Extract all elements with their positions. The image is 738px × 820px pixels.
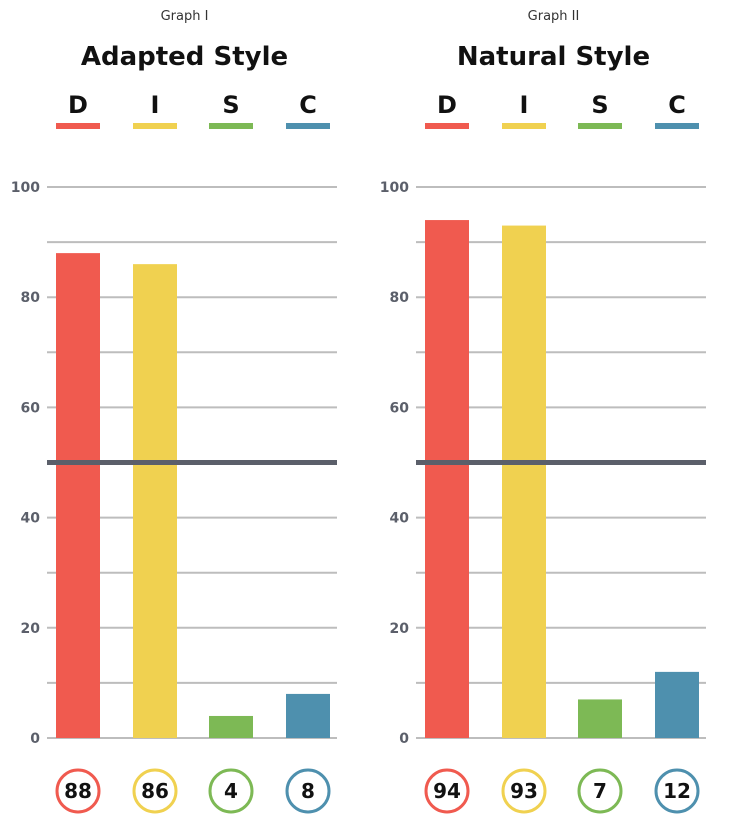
legend-label-s: S bbox=[591, 91, 608, 119]
y-tick-label: 80 bbox=[21, 290, 41, 306]
legend-swatch-s bbox=[209, 123, 253, 129]
legend-label-i: I bbox=[520, 91, 529, 119]
value-circle-d bbox=[424, 768, 470, 814]
legend-label-c: C bbox=[668, 91, 686, 119]
y-tick-label: 40 bbox=[390, 511, 410, 527]
value-label-s: 7 bbox=[593, 779, 607, 803]
legend-swatch-c bbox=[655, 123, 699, 129]
bar-i bbox=[133, 264, 177, 738]
graph-2-label: Graph II bbox=[527, 9, 580, 24]
value-circle-d bbox=[55, 768, 101, 814]
graph-2-chart: 0 20 40 60 80 100 D I S C 94 93 7 12 bbox=[380, 91, 706, 814]
y-tick-label: 80 bbox=[390, 290, 410, 306]
legend-swatch-i bbox=[502, 123, 546, 129]
value-circle-i bbox=[501, 768, 547, 814]
y-tick-label: 0 bbox=[399, 731, 409, 747]
value-label-d: 88 bbox=[64, 779, 92, 803]
value-circle-i bbox=[132, 768, 178, 814]
legend-label-d: D bbox=[68, 91, 88, 119]
legend-label-d: D bbox=[437, 91, 457, 119]
bar-d bbox=[56, 253, 100, 738]
graph-1-label: Graph I bbox=[160, 9, 209, 24]
bar-d bbox=[425, 220, 469, 738]
value-label-i: 93 bbox=[510, 779, 538, 803]
legend-label-i: I bbox=[151, 91, 160, 119]
bar-s bbox=[578, 699, 622, 738]
y-tick-label: 0 bbox=[30, 731, 40, 747]
graph-1-title: Adapted Style bbox=[80, 42, 289, 72]
y-tick-label: 20 bbox=[21, 621, 41, 637]
legend-swatch-d bbox=[425, 123, 469, 129]
legend-swatch-c bbox=[286, 123, 330, 129]
legend-label-s: S bbox=[222, 91, 239, 119]
bar-i bbox=[502, 225, 546, 738]
y-tick-label: 20 bbox=[390, 621, 410, 637]
legend-label-c: C bbox=[299, 91, 317, 119]
graph-2-panel: Graph II Natural Style 0 20 40 60 80 100 D I S C 9… bbox=[369, 0, 738, 820]
y-tick-label: 100 bbox=[11, 180, 40, 196]
value-circle-s bbox=[208, 768, 254, 814]
graph-1-panel: Graph I Adapted Style 0 20 40 60 80 100 D I S C 88… bbox=[11, 9, 337, 814]
legend-swatch-i bbox=[133, 123, 177, 129]
value-circle-c bbox=[285, 768, 331, 814]
value-circle-c bbox=[654, 768, 700, 814]
value-label-i: 86 bbox=[141, 779, 169, 803]
value-label-c: 8 bbox=[301, 779, 315, 803]
bar-c bbox=[655, 671, 699, 738]
value-circle-s bbox=[577, 768, 623, 814]
legend-swatch-d bbox=[56, 123, 100, 129]
y-tick-label: 60 bbox=[390, 400, 410, 416]
y-tick-label: 100 bbox=[380, 180, 409, 196]
graph-2-title: Natural Style bbox=[456, 42, 651, 72]
legend-swatch-s bbox=[578, 123, 622, 129]
bar-s bbox=[209, 715, 253, 738]
value-label-d: 94 bbox=[433, 779, 461, 803]
y-tick-label: 60 bbox=[21, 400, 41, 416]
value-label-c: 12 bbox=[663, 779, 691, 803]
graph-1-chart: 0 20 40 60 80 100 D I S C 88 86 4 8 bbox=[11, 91, 337, 814]
bar-c bbox=[286, 693, 330, 738]
y-tick-label: 40 bbox=[21, 511, 41, 527]
value-label-s: 4 bbox=[224, 779, 238, 803]
